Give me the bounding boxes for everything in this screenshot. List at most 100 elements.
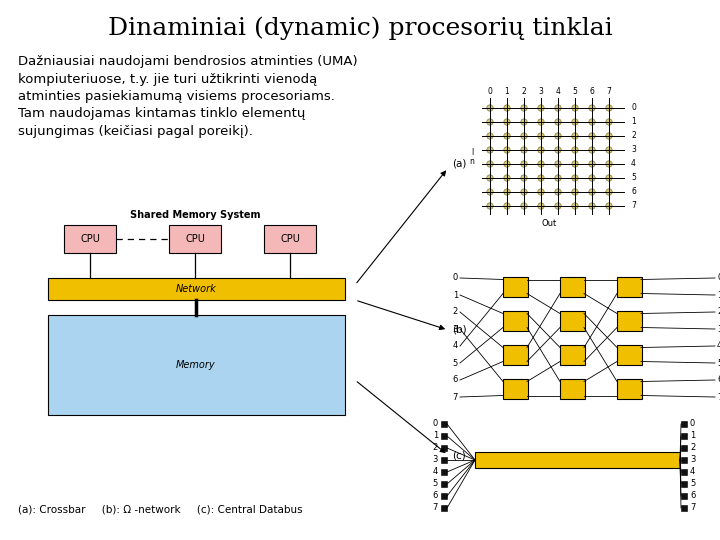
Bar [503,379,528,399]
Circle shape [487,189,493,195]
Circle shape [538,105,544,111]
Circle shape [555,203,561,209]
Bar [475,452,680,468]
Text: 3: 3 [453,325,458,334]
Text: 7: 7 [606,86,611,96]
Circle shape [487,175,493,181]
Text: Out: Out [542,219,557,228]
Text: CPU: CPU [80,234,100,244]
Circle shape [606,203,612,209]
Circle shape [572,203,578,209]
Text: 1: 1 [717,291,720,300]
Text: 2: 2 [717,307,720,316]
Circle shape [538,133,544,139]
Circle shape [487,105,493,111]
Circle shape [555,189,561,195]
Bar [264,225,316,253]
Text: 2: 2 [690,443,696,453]
Text: 1: 1 [690,431,696,441]
Bar [503,310,528,330]
Text: 3: 3 [717,325,720,334]
Bar [560,379,585,399]
Bar [503,276,528,296]
Text: 0: 0 [717,273,720,282]
Circle shape [504,147,510,153]
Text: 1: 1 [453,291,458,300]
Text: 3: 3 [539,86,544,96]
Text: 0: 0 [453,273,458,282]
Circle shape [572,147,578,153]
Circle shape [521,133,527,139]
Circle shape [487,133,493,139]
Circle shape [555,161,561,167]
Bar [681,421,687,427]
Text: 5: 5 [690,480,696,489]
Circle shape [589,203,595,209]
Circle shape [589,105,595,111]
Circle shape [589,119,595,125]
Circle shape [504,203,510,209]
Circle shape [572,175,578,181]
Bar [48,278,345,300]
Text: 6: 6 [717,375,720,384]
Text: 4: 4 [690,468,696,476]
Text: 0: 0 [433,420,438,429]
Bar [64,225,116,253]
Text: 3: 3 [690,456,696,464]
Text: 6: 6 [690,491,696,501]
Text: 6: 6 [631,187,636,197]
Circle shape [589,189,595,195]
Text: 0: 0 [487,86,492,96]
Bar [560,310,585,330]
Circle shape [572,189,578,195]
Bar [681,493,687,499]
Text: 4: 4 [717,341,720,350]
Circle shape [504,161,510,167]
Text: (b): (b) [452,325,467,335]
Text: 5: 5 [433,480,438,489]
Text: 7: 7 [717,393,720,402]
Text: Shared Memory System: Shared Memory System [130,210,260,220]
Bar [681,481,687,487]
Text: Dinaminiai (dynamic) procesorių tinklai: Dinaminiai (dynamic) procesorių tinklai [107,16,613,40]
Circle shape [521,147,527,153]
Bar [681,457,687,463]
Text: 7: 7 [690,503,696,512]
Text: Memory: Memory [176,360,216,370]
Text: 2: 2 [631,132,636,140]
Circle shape [606,119,612,125]
Bar [441,505,447,511]
Bar [441,421,447,427]
Text: 5: 5 [631,173,636,183]
Circle shape [521,161,527,167]
Bar [560,345,585,364]
Circle shape [572,105,578,111]
Text: 3: 3 [631,145,636,154]
Text: 2: 2 [521,86,526,96]
Circle shape [538,189,544,195]
Bar [48,315,345,415]
Circle shape [504,175,510,181]
Circle shape [606,161,612,167]
Text: CPU: CPU [185,234,205,244]
Text: (c): (c) [452,450,466,460]
Bar [617,310,642,330]
Bar [681,445,687,451]
Text: 3: 3 [433,456,438,464]
Text: 4: 4 [433,468,438,476]
Circle shape [504,189,510,195]
Bar [441,493,447,499]
Bar [441,445,447,451]
Bar [441,469,447,475]
Circle shape [555,147,561,153]
Circle shape [521,203,527,209]
Circle shape [572,133,578,139]
Circle shape [521,189,527,195]
Text: 1: 1 [505,86,509,96]
Circle shape [589,133,595,139]
Circle shape [487,203,493,209]
Circle shape [555,119,561,125]
Circle shape [589,161,595,167]
Text: 6: 6 [453,375,458,384]
Circle shape [538,175,544,181]
